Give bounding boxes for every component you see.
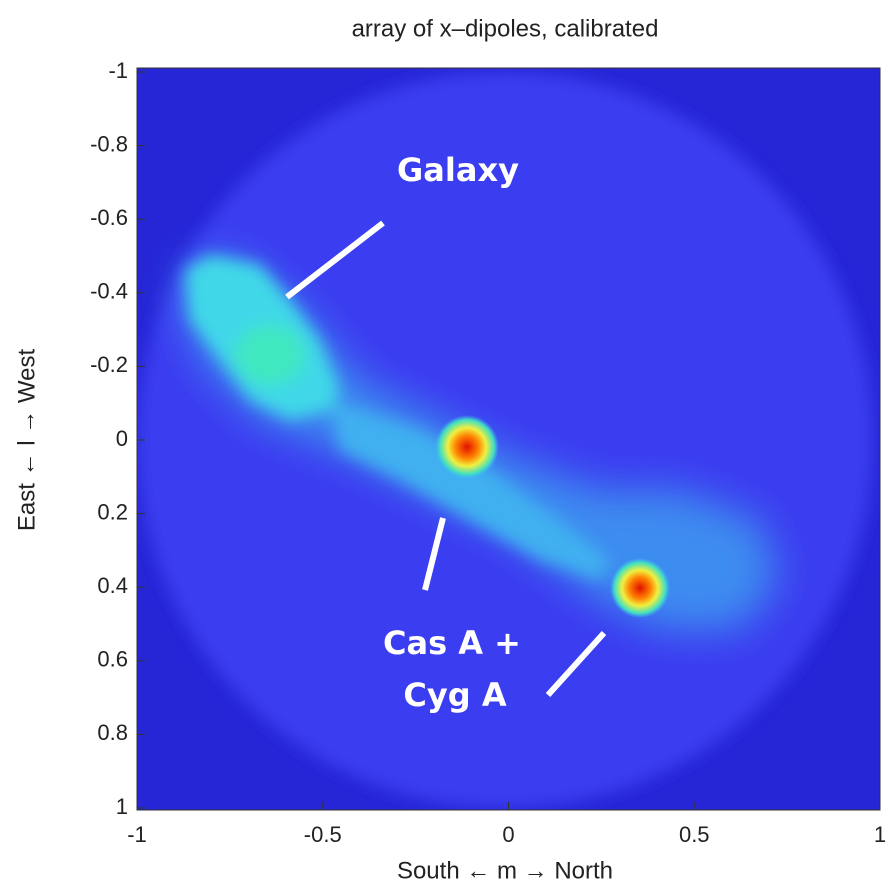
annotation: Cyg A (403, 676, 506, 714)
y-tick-label: -0.6 (90, 205, 128, 230)
y-tick-label: 0.6 (97, 647, 128, 672)
y-tick-label: 0 (116, 426, 128, 451)
y-tick-label: -1 (108, 58, 128, 83)
y-tick-label: 1 (116, 794, 128, 819)
source-cas-a (435, 415, 499, 479)
annotation: Galaxy (397, 151, 519, 189)
annotation: Cas A + (383, 624, 521, 662)
chart: array of x–dipoles, calibrated Galaxy Ca… (0, 0, 889, 890)
y-tick-label: 0.2 (97, 499, 128, 524)
source-cyg-a (610, 558, 670, 618)
x-axis-label: South ← m → North (397, 857, 613, 884)
page: {"chart_data": {"type": "heatmap", "titl… (0, 0, 889, 890)
y-tick-label: -0.4 (90, 279, 128, 304)
chart-title: array of x–dipoles, calibrated (352, 15, 659, 42)
x-tick-label: -0.5 (304, 822, 342, 847)
y-tick-label: 0.8 (97, 720, 128, 745)
x-tick-label: 1 (874, 822, 886, 847)
y-tick-label: -0.8 (90, 131, 128, 156)
y-tick-label: -0.2 (90, 352, 128, 377)
x-tick-label: -1 (127, 822, 147, 847)
y-axis-label: East ← l → West (13, 349, 40, 532)
y-tick-label: 0.4 (97, 573, 128, 598)
x-tick-label: 0 (502, 822, 514, 847)
x-tick-label: 0.5 (679, 822, 710, 847)
